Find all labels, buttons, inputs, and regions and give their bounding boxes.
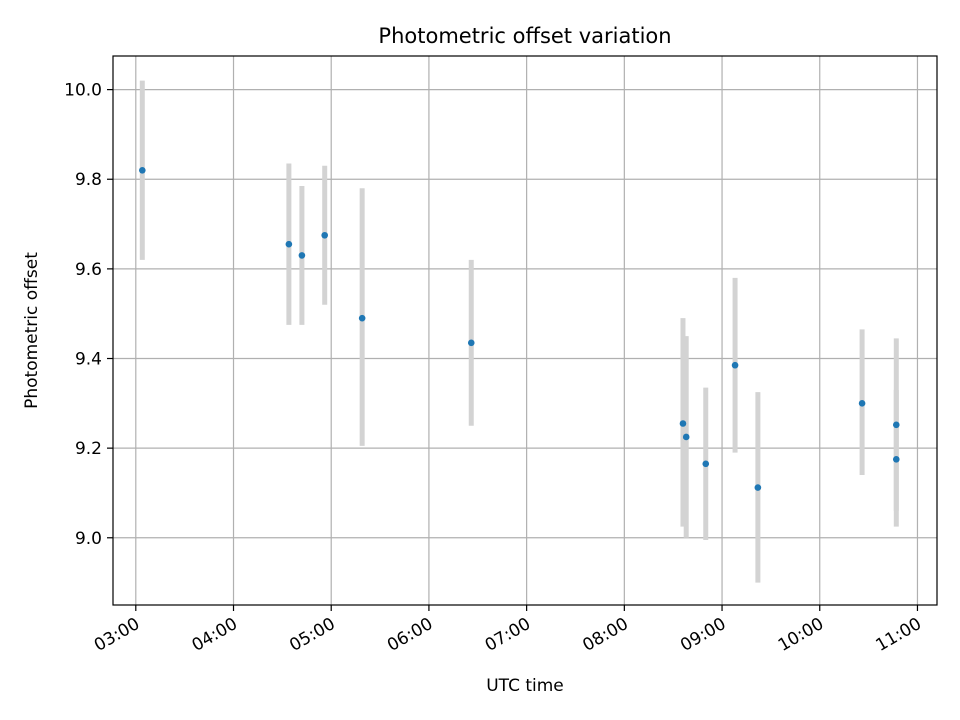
y-axis-label: Photometric offset: [22, 252, 42, 409]
y-tick-label: 10.0: [64, 81, 102, 101]
data-point: [892, 421, 900, 429]
y-tick-label: 9.6: [75, 260, 102, 280]
data-point: [467, 339, 475, 347]
y-tick-label: 9.2: [75, 439, 102, 459]
data-point: [358, 314, 366, 322]
data-point: [679, 420, 687, 427]
data-point: [858, 400, 866, 407]
data-point: [321, 231, 328, 239]
data-points: [139, 166, 900, 491]
data-point: [139, 166, 146, 174]
data-point: [731, 361, 739, 369]
data-point: [892, 456, 900, 463]
y-tick-label: 9.4: [75, 350, 102, 370]
y-tick-label: 9.0: [75, 529, 102, 549]
data-point: [285, 240, 293, 248]
y-tick-label: 9.8: [75, 170, 102, 190]
plot-area-frame: [112, 55, 938, 606]
x-axis-label: UTC time: [486, 676, 564, 696]
data-point: [682, 433, 690, 441]
data-point: [754, 484, 762, 491]
grid: [113, 56, 937, 605]
chart-title: Photometric offset variation: [378, 24, 671, 48]
data-point: [702, 460, 710, 468]
data-point: [298, 252, 306, 259]
